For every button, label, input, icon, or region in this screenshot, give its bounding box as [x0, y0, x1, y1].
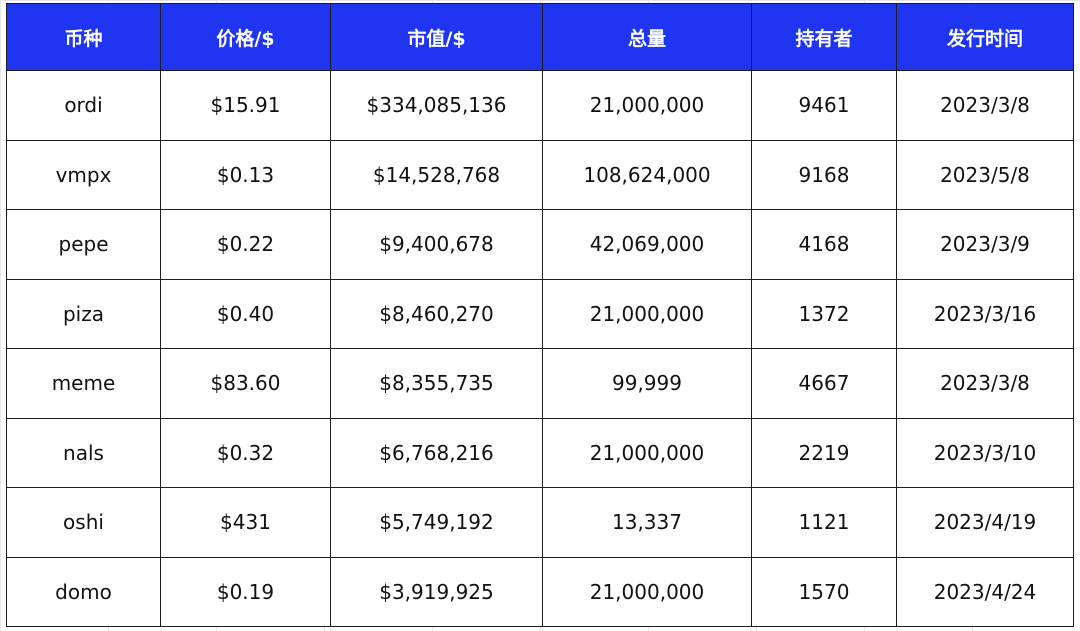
cell-market-cap[interactable]: $6,768,216 — [330, 417, 543, 488]
column-header-holders[interactable]: 持有者 — [751, 3, 897, 71]
cell-holders[interactable]: 4168 — [751, 209, 897, 280]
cell-market-cap[interactable]: $5,749,192 — [330, 487, 543, 558]
cell-issue-date[interactable]: 2023/4/24 — [896, 556, 1074, 627]
cell-holders[interactable]: 9168 — [751, 139, 897, 210]
cell-market-cap[interactable]: $8,355,735 — [330, 348, 543, 419]
cell-price[interactable]: $431 — [160, 487, 331, 558]
column-header-issue-date[interactable]: 发行时间 — [896, 3, 1074, 71]
cell-price[interactable]: $0.40 — [160, 278, 331, 349]
table-header-row: 币种 价格/$ 市值/$ 总量 持有者 发行时间 — [6, 3, 1074, 71]
cell-holders[interactable]: 2219 — [751, 417, 897, 488]
token-table: 币种 价格/$ 市值/$ 总量 持有者 发行时间 ordi $15.91 $33… — [6, 3, 1074, 627]
cell-total-supply[interactable]: 21,000,000 — [542, 417, 752, 488]
cell-total-supply[interactable]: 13,337 — [542, 487, 752, 558]
cell-token[interactable]: domo — [6, 556, 161, 627]
cell-market-cap[interactable]: $8,460,270 — [330, 278, 543, 349]
table-row: ordi $15.91 $334,085,136 21,000,000 9461… — [6, 70, 1074, 141]
cell-token[interactable]: ordi — [6, 70, 161, 141]
cell-issue-date[interactable]: 2023/3/9 — [896, 209, 1074, 280]
cell-market-cap[interactable]: $14,528,768 — [330, 139, 543, 210]
cell-price[interactable]: $83.60 — [160, 348, 331, 419]
cell-price[interactable]: $0.19 — [160, 556, 331, 627]
cell-issue-date[interactable]: 2023/3/8 — [896, 348, 1074, 419]
column-header-price[interactable]: 价格/$ — [160, 3, 331, 71]
cell-market-cap[interactable]: $334,085,136 — [330, 70, 543, 141]
cell-token[interactable]: meme — [6, 348, 161, 419]
cell-price[interactable]: $0.13 — [160, 139, 331, 210]
table-row: oshi $431 $5,749,192 13,337 1121 2023/4/… — [6, 487, 1074, 558]
cell-price[interactable]: $0.22 — [160, 209, 331, 280]
cell-total-supply[interactable]: 42,069,000 — [542, 209, 752, 280]
column-header-total-supply[interactable]: 总量 — [542, 3, 752, 71]
cell-token[interactable]: piza — [6, 278, 161, 349]
table-row: nals $0.32 $6,768,216 21,000,000 2219 20… — [6, 417, 1074, 488]
cell-holders[interactable]: 4667 — [751, 348, 897, 419]
table-row: vmpx $0.13 $14,528,768 108,624,000 9168 … — [6, 139, 1074, 210]
cell-total-supply[interactable]: 21,000,000 — [542, 556, 752, 627]
cell-total-supply[interactable]: 21,000,000 — [542, 70, 752, 141]
cell-holders[interactable]: 1570 — [751, 556, 897, 627]
table-row: pepe $0.22 $9,400,678 42,069,000 4168 20… — [6, 209, 1074, 280]
column-header-token[interactable]: 币种 — [6, 3, 161, 71]
cell-issue-date[interactable]: 2023/5/8 — [896, 139, 1074, 210]
table-row: piza $0.40 $8,460,270 21,000,000 1372 20… — [6, 278, 1074, 349]
cell-holders[interactable]: 9461 — [751, 70, 897, 141]
cell-total-supply[interactable]: 108,624,000 — [542, 139, 752, 210]
cell-token[interactable]: vmpx — [6, 139, 161, 210]
cell-price[interactable]: $0.32 — [160, 417, 331, 488]
table-row: domo $0.19 $3,919,925 21,000,000 1570 20… — [6, 556, 1074, 627]
cell-issue-date[interactable]: 2023/4/19 — [896, 487, 1074, 558]
cell-market-cap[interactable]: $9,400,678 — [330, 209, 543, 280]
cell-total-supply[interactable]: 21,000,000 — [542, 278, 752, 349]
table-row: meme $83.60 $8,355,735 99,999 4667 2023/… — [6, 348, 1074, 419]
cell-token[interactable]: pepe — [6, 209, 161, 280]
cell-token[interactable]: oshi — [6, 487, 161, 558]
cell-issue-date[interactable]: 2023/3/10 — [896, 417, 1074, 488]
cell-token[interactable]: nals — [6, 417, 161, 488]
cell-issue-date[interactable]: 2023/3/8 — [896, 70, 1074, 141]
cell-market-cap[interactable]: $3,919,925 — [330, 556, 543, 627]
cell-issue-date[interactable]: 2023/3/16 — [896, 278, 1074, 349]
cell-holders[interactable]: 1121 — [751, 487, 897, 558]
cell-price[interactable]: $15.91 — [160, 70, 331, 141]
cell-holders[interactable]: 1372 — [751, 278, 897, 349]
cell-total-supply[interactable]: 99,999 — [542, 348, 752, 419]
column-header-market-cap[interactable]: 市值/$ — [330, 3, 543, 71]
